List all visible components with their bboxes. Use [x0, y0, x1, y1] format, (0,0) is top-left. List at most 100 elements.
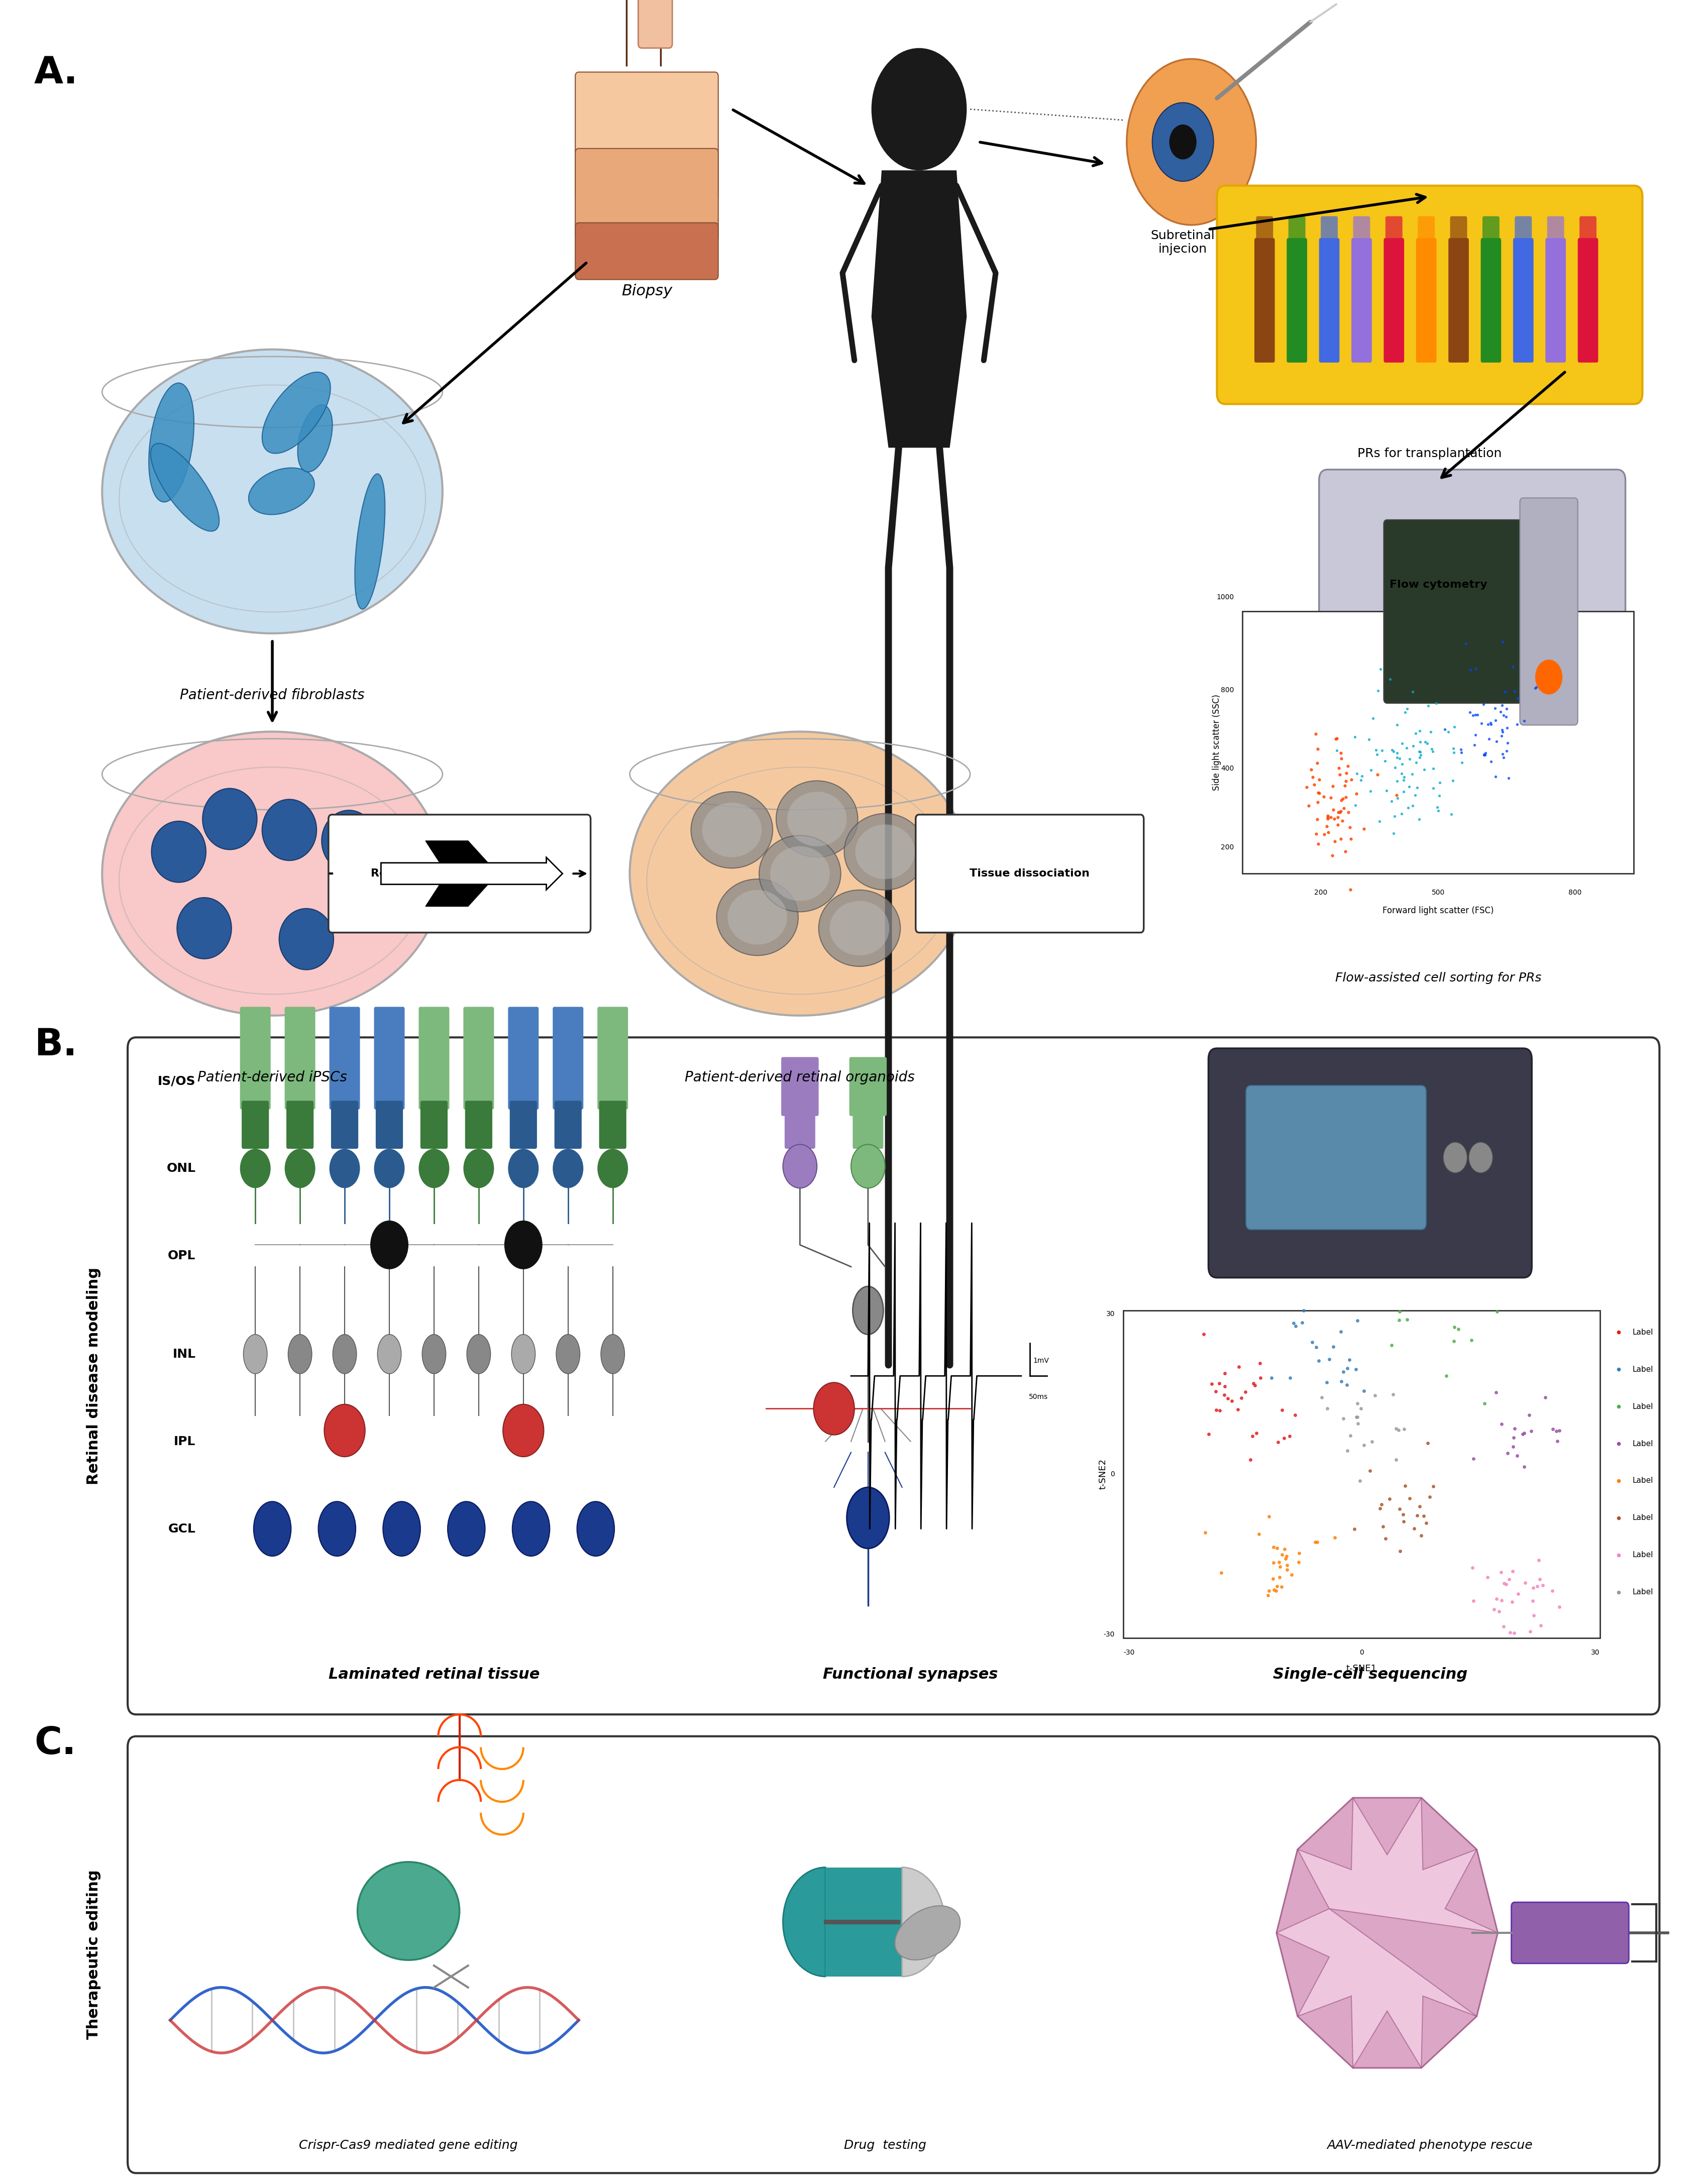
Point — [1527, 1607, 1554, 1642]
Point — [1343, 1352, 1370, 1387]
Point — [1472, 736, 1499, 771]
Point — [1518, 1413, 1545, 1448]
Text: Label: Label — [1632, 1476, 1653, 1485]
Point — [1482, 1581, 1510, 1616]
FancyBboxPatch shape — [240, 1007, 271, 1109]
Point — [1294, 771, 1321, 806]
Point — [1282, 1308, 1309, 1343]
FancyBboxPatch shape — [328, 1007, 361, 1109]
Point — [1224, 1391, 1251, 1426]
Point — [1384, 782, 1411, 817]
Point — [1259, 1546, 1287, 1581]
Ellipse shape — [577, 1503, 614, 1555]
Ellipse shape — [717, 880, 798, 957]
Circle shape — [783, 1144, 817, 1188]
Point — [1328, 782, 1355, 817]
Point — [1295, 788, 1322, 823]
Point — [1305, 775, 1333, 810]
Point — [1523, 670, 1551, 705]
Point — [1377, 784, 1404, 819]
Ellipse shape — [691, 793, 773, 869]
Circle shape — [374, 1149, 405, 1188]
FancyBboxPatch shape — [420, 1101, 448, 1149]
Point — [1379, 1378, 1406, 1413]
Point — [1464, 697, 1491, 732]
Point — [1457, 653, 1484, 688]
Point — [1385, 1492, 1413, 1527]
Point — [1334, 1433, 1362, 1468]
Text: INL: INL — [172, 1348, 196, 1361]
Point — [1241, 1367, 1268, 1402]
Point — [1345, 1387, 1372, 1422]
Point — [1459, 697, 1486, 732]
Text: Label: Label — [1632, 1328, 1653, 1337]
Ellipse shape — [788, 793, 848, 845]
FancyBboxPatch shape — [1384, 238, 1404, 363]
Point — [1389, 1496, 1416, 1531]
Point — [1401, 1511, 1428, 1546]
FancyBboxPatch shape — [376, 1101, 403, 1149]
Point — [1402, 745, 1430, 780]
Point — [1321, 802, 1348, 836]
FancyBboxPatch shape — [1579, 216, 1596, 253]
Point — [1239, 1420, 1266, 1455]
Point — [1401, 778, 1428, 812]
Point — [1394, 791, 1421, 826]
FancyBboxPatch shape — [1208, 1048, 1532, 1278]
Point — [1391, 760, 1418, 795]
Point — [1493, 1566, 1520, 1601]
FancyBboxPatch shape — [1547, 216, 1564, 253]
Text: Patient-derived retinal organoids: Patient-derived retinal organoids — [684, 1070, 916, 1083]
Point — [1368, 1487, 1396, 1522]
Point — [1527, 1562, 1554, 1597]
Point — [1394, 1302, 1421, 1337]
Point — [1419, 751, 1447, 786]
FancyBboxPatch shape — [853, 1109, 883, 1149]
FancyBboxPatch shape — [1319, 470, 1625, 797]
Text: Functional synapses: Functional synapses — [824, 1666, 997, 1682]
FancyBboxPatch shape — [465, 1101, 492, 1149]
Wedge shape — [902, 1867, 945, 1977]
Point — [1326, 751, 1353, 786]
Point — [1511, 1448, 1539, 1483]
Point — [1488, 1406, 1515, 1441]
Point — [1345, 1406, 1372, 1441]
Point — [1408, 1518, 1435, 1553]
Point — [1367, 651, 1394, 686]
Point — [1413, 1505, 1440, 1540]
Point — [1411, 751, 1438, 786]
Point — [1341, 719, 1368, 753]
FancyBboxPatch shape — [284, 1007, 315, 1109]
Point — [1300, 767, 1328, 802]
Point — [1363, 732, 1391, 767]
Point — [1474, 1559, 1501, 1594]
Point — [1266, 1548, 1294, 1583]
Text: Patient-derived iPSCs: Patient-derived iPSCs — [197, 1070, 347, 1083]
Point — [1358, 1424, 1385, 1459]
Point — [1482, 703, 1510, 738]
Text: B.: B. — [34, 1026, 77, 1064]
Point — [1481, 690, 1508, 725]
Point — [1374, 773, 1401, 808]
Point — [1408, 725, 1435, 760]
Point — [1297, 751, 1324, 786]
Point — [1307, 1380, 1334, 1415]
Ellipse shape — [844, 815, 926, 891]
Point — [1328, 821, 1355, 856]
Point — [1457, 695, 1484, 729]
Point — [1258, 1361, 1285, 1396]
Point — [1484, 1293, 1511, 1328]
Point — [1499, 1428, 1527, 1463]
Point — [1426, 778, 1454, 812]
Circle shape — [1152, 103, 1214, 181]
Point — [1394, 692, 1421, 727]
Point — [1482, 760, 1510, 795]
Point — [1418, 732, 1445, 767]
FancyBboxPatch shape — [1481, 238, 1501, 363]
Point — [1392, 729, 1419, 764]
Ellipse shape — [422, 1334, 446, 1374]
Point — [1334, 795, 1362, 830]
Point — [1212, 1369, 1239, 1404]
Point — [1334, 1350, 1362, 1385]
Point — [1522, 670, 1549, 705]
